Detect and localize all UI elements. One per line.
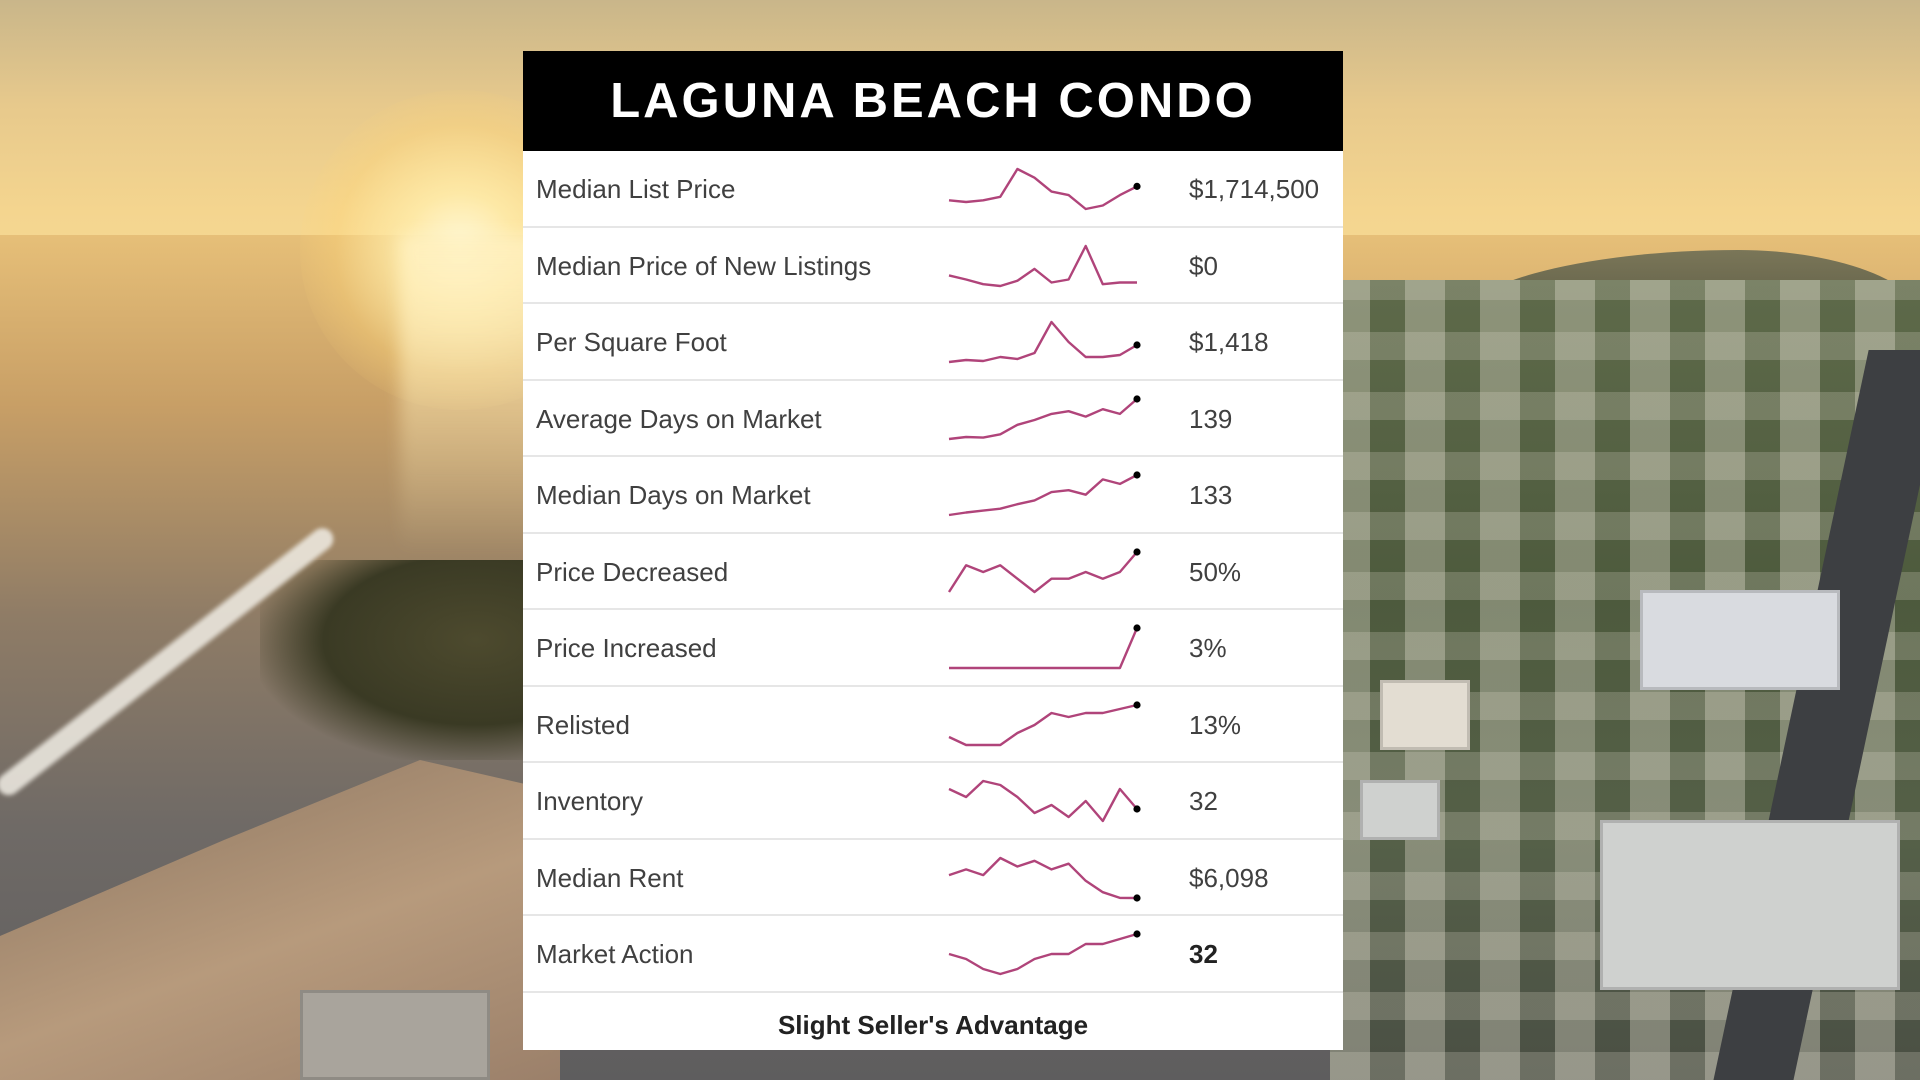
building [1600, 820, 1900, 990]
row-label: Average Days on Market [536, 403, 822, 434]
sparkline-series [947, 550, 1138, 593]
building [1360, 780, 1440, 840]
sparkline-endpoint [1133, 805, 1141, 813]
sparkline-endpoint [1133, 700, 1141, 709]
table-row: Inventory 32 [523, 763, 1343, 840]
table-row: Median Rent $6,098 [523, 840, 1343, 916]
table-row: Average Days on Market 139 [523, 381, 1343, 457]
row-label: Median List Price [536, 174, 736, 204]
sparkline-endpoint [1133, 182, 1141, 190]
sparkline-series [948, 167, 1138, 211]
sparkline [948, 700, 1141, 746]
table-row: Median Days on Market 133 [523, 457, 1343, 534]
row-label: Inventory [536, 786, 643, 816]
sparkline-endpoint [1133, 341, 1141, 349]
sparkline [948, 856, 1141, 902]
sparkline-endpoint [1133, 471, 1141, 479]
row-label: Median Price of New Listings [536, 250, 872, 281]
row-label: Market Action [536, 939, 694, 969]
row-value: 3% [1189, 633, 1227, 663]
sparkline [949, 624, 1141, 670]
table-row: Per Square Foot $1,418 [523, 304, 1343, 381]
row-label: Per Square Foot [536, 327, 727, 357]
table-row: Median List Price $1,714,500 [523, 151, 1343, 228]
sparkline-series [948, 320, 1138, 364]
sparkline-endpoint [1133, 624, 1141, 632]
market-action-summary: Slight Seller's Advantage [777, 1009, 1089, 1040]
sun-glare [400, 235, 540, 555]
table-row: Price Decreased 50% [523, 534, 1343, 610]
sparkline-series [948, 703, 1138, 746]
row-value: 32 [1189, 786, 1218, 816]
row-value: $0 [1189, 250, 1218, 281]
row-value: 133 [1189, 480, 1233, 510]
building [1640, 590, 1840, 690]
sparkline [948, 320, 1141, 364]
sparkline [948, 394, 1141, 440]
row-value: 32 [1189, 939, 1218, 969]
sparkline-series [948, 779, 1138, 823]
sparkline-series [948, 856, 1138, 899]
sparkline-series [948, 244, 1137, 287]
sparkline-endpoint [1133, 930, 1141, 938]
sparkline [948, 930, 1141, 976]
sparkline-series [949, 627, 1139, 670]
row-label: Median Days on Market [536, 480, 811, 510]
table-row: Relisted 13% [523, 687, 1343, 763]
stats-table: Median List Price $1,714,500 Median Price … [523, 151, 1343, 993]
sparkline-endpoint [1133, 394, 1141, 403]
sparkline [948, 471, 1141, 517]
building [1380, 680, 1470, 750]
panel-title: LAGUNA BEACH CONDO [610, 74, 1256, 128]
sparkline [948, 779, 1141, 823]
building [300, 990, 490, 1080]
row-value: 50% [1189, 556, 1242, 587]
row-value: $6,098 [1189, 862, 1269, 893]
table-row: Price Increased 3% [523, 610, 1343, 687]
sparkline-series [948, 932, 1138, 976]
sparkline-endpoint [1133, 547, 1141, 556]
row-value: 13% [1189, 709, 1242, 740]
row-label: Price Increased [536, 633, 717, 663]
row-value: $1,714,500 [1189, 174, 1320, 204]
sparkline [947, 547, 1141, 593]
sparkline-endpoint [1133, 893, 1141, 902]
table-row: Market Action 32 [523, 916, 1343, 993]
title-bar: LAGUNA BEACH CONDO [523, 51, 1343, 151]
row-label: Price Decreased [536, 556, 729, 587]
row-value: $1,418 [1189, 327, 1269, 357]
row-value: 139 [1189, 403, 1233, 434]
row-label: Relisted [536, 709, 630, 740]
sparkline [948, 244, 1137, 287]
table-row: Median Price of New Listings $0 [523, 228, 1343, 304]
sparkline-series [948, 473, 1138, 517]
sparkline-series [948, 397, 1138, 440]
market-stats-panel: LAGUNA BEACH CONDO Median List Price $1,7… [523, 51, 1343, 1050]
sparkline [948, 167, 1141, 211]
row-label: Median Rent [536, 862, 684, 893]
